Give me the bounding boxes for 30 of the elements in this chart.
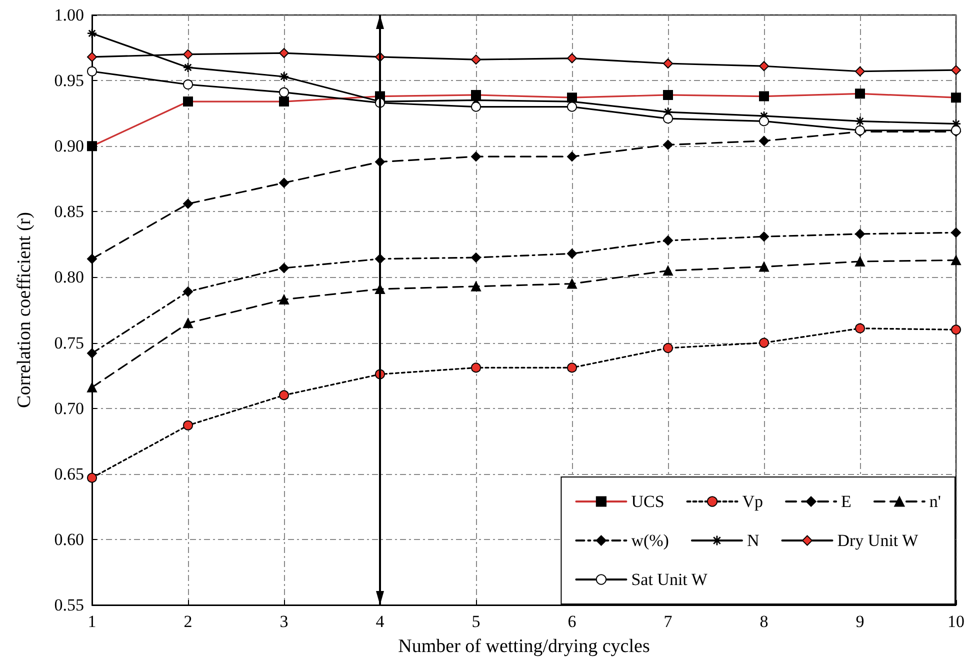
y-tick-label: 0.75 [54, 333, 84, 352]
x-tick-label: 7 [664, 612, 673, 631]
legend-label: N [746, 531, 760, 550]
x-tick-label: 8 [760, 612, 768, 631]
x-axis-title: Number of wetting/drying cycles [398, 636, 650, 657]
legend-label: Vp [742, 492, 764, 511]
y-tick-label: 1.00 [54, 6, 84, 24]
x-tick-label: 10 [948, 612, 964, 631]
legend-label: n' [929, 492, 942, 511]
x-tick-label: 4 [376, 612, 385, 631]
x-tick-label: 9 [856, 612, 864, 631]
legend-label: E [841, 492, 852, 511]
x-tick-label: 6 [568, 612, 576, 631]
y-tick-label: 0.65 [54, 464, 84, 484]
legend-label: Sat Unit W [631, 570, 708, 589]
y-tick-label: 0.70 [54, 398, 84, 418]
legend-label: Dry Unit W [837, 531, 920, 550]
x-tick-label: 5 [472, 612, 480, 631]
y-axis-title: Correlation coefficient (r) [14, 212, 35, 408]
y-tick-label: 0.60 [54, 530, 84, 549]
x-tick-label: 1 [88, 612, 96, 631]
x-tick-label: 3 [280, 612, 288, 631]
x-tick-label: 2 [184, 612, 192, 631]
legend-label: w(%) [631, 531, 669, 550]
y-tick-label: 0.90 [54, 136, 84, 156]
y-tick-label: 0.85 [54, 202, 84, 222]
y-tick-label: 0.80 [54, 268, 84, 287]
y-tick-label: 0.55 [54, 596, 84, 614]
y-tick-label: 0.95 [54, 71, 84, 90]
legend-label: UCS [631, 492, 664, 511]
